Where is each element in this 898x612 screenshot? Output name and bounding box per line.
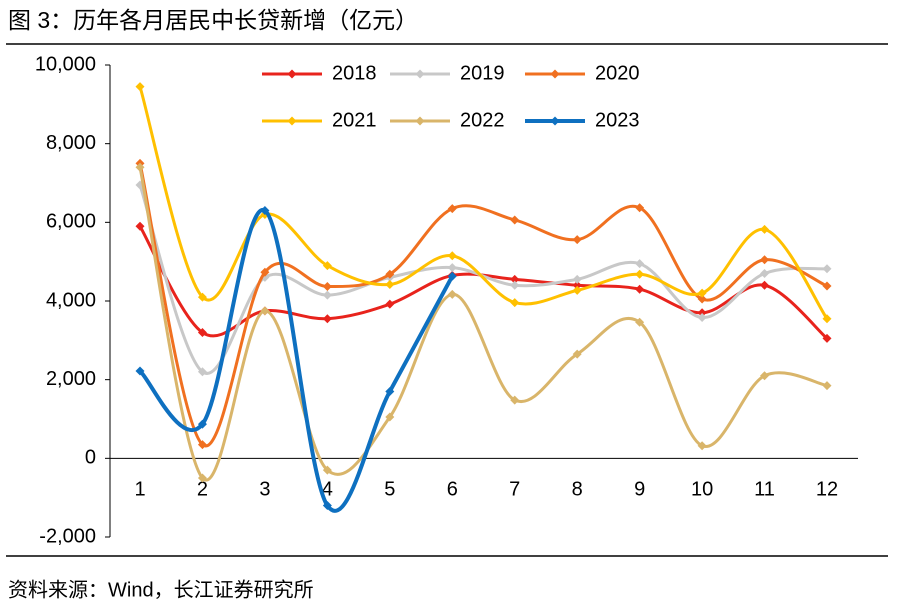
x-tick-label: 3 (259, 479, 270, 501)
y-tick-label: -2,000 (39, 525, 96, 547)
y-tick-label: 10,000 (35, 53, 96, 75)
legend-marker (415, 116, 425, 126)
point-marker (385, 386, 395, 396)
point-marker (385, 412, 395, 422)
point-marker (822, 333, 832, 343)
point-marker (572, 280, 582, 290)
point-marker (760, 268, 770, 278)
point-marker (697, 294, 707, 304)
point-marker (260, 267, 270, 277)
point-marker (447, 263, 457, 273)
point-marker (447, 289, 457, 299)
x-tick-label: 2 (197, 479, 208, 501)
chart-title: 图 3：历年各月居民中长贷新增（亿元） (8, 7, 418, 33)
x-tick-label: 8 (572, 479, 583, 501)
point-marker (447, 251, 457, 261)
point-marker (135, 82, 145, 92)
point-marker (197, 473, 207, 483)
point-marker (822, 264, 832, 274)
point-marker (760, 255, 770, 265)
point-marker (572, 285, 582, 295)
legend-label: 2022 (460, 109, 505, 131)
x-tick-label: 10 (691, 479, 713, 501)
point-marker (197, 440, 207, 450)
point-marker (322, 501, 332, 511)
x-tick-label: 6 (447, 479, 458, 501)
legend-marker (287, 116, 297, 126)
point-marker (760, 224, 770, 234)
point-marker (322, 261, 332, 271)
point-marker (385, 299, 395, 309)
point-marker (385, 279, 395, 289)
legend-label: 2021 (332, 109, 377, 131)
point-marker (572, 235, 582, 245)
source-note: 资料来源：Wind，长江证券研究所 (8, 578, 314, 601)
y-tick-label: 8,000 (46, 132, 96, 154)
point-marker (447, 204, 457, 214)
point-marker (572, 349, 582, 359)
y-tick-label: 6,000 (46, 211, 96, 233)
point-marker (510, 395, 520, 405)
point-marker (135, 366, 145, 376)
legend-label: 2020 (595, 62, 640, 84)
x-tick-label: 1 (134, 479, 145, 501)
point-marker (572, 274, 582, 284)
y-tick-label: 0 (85, 447, 96, 469)
point-marker (385, 269, 395, 279)
x-tick-label: 7 (509, 479, 520, 501)
point-marker (322, 314, 332, 324)
point-marker (760, 280, 770, 290)
point-marker (635, 269, 645, 279)
legend-marker (287, 69, 297, 79)
point-marker (635, 203, 645, 213)
legend-marker (415, 69, 425, 79)
x-tick-label: 5 (384, 479, 395, 501)
point-marker (260, 206, 270, 216)
point-marker (822, 281, 832, 291)
legend-label: 2018 (332, 62, 377, 84)
point-marker (822, 314, 832, 324)
point-marker (260, 306, 270, 316)
series-line (138, 208, 455, 513)
point-marker (635, 259, 645, 269)
y-tick-label: 2,000 (46, 368, 96, 390)
point-marker (197, 367, 207, 377)
point-marker (510, 274, 520, 284)
point-marker (135, 162, 145, 172)
point-marker (135, 221, 145, 231)
x-tick-label: 12 (816, 479, 838, 501)
point-marker (510, 215, 520, 225)
point-marker (447, 271, 457, 281)
point-marker (322, 465, 332, 475)
point-marker (510, 280, 520, 290)
x-tick-label: 9 (634, 479, 645, 501)
point-marker (322, 290, 332, 300)
point-marker (197, 292, 207, 302)
point-marker (760, 371, 770, 381)
legend-label: 2019 (460, 62, 505, 84)
series-line (138, 86, 829, 320)
point-marker (697, 308, 707, 318)
point-marker (697, 441, 707, 451)
point-marker (697, 288, 707, 298)
legend-marker (550, 116, 560, 126)
point-marker (822, 381, 832, 391)
point-marker (510, 298, 520, 308)
point-marker (635, 284, 645, 294)
series-line (138, 166, 828, 482)
x-tick-label: 11 (754, 479, 775, 501)
point-marker (697, 313, 707, 323)
x-tick-label: 4 (322, 479, 333, 501)
legend-label: 2023 (595, 109, 640, 131)
y-tick-label: 4,000 (46, 289, 96, 311)
point-marker (322, 281, 332, 291)
point-marker (197, 327, 207, 337)
point-marker (197, 419, 207, 429)
point-marker (635, 317, 645, 327)
legend-marker (550, 69, 560, 79)
